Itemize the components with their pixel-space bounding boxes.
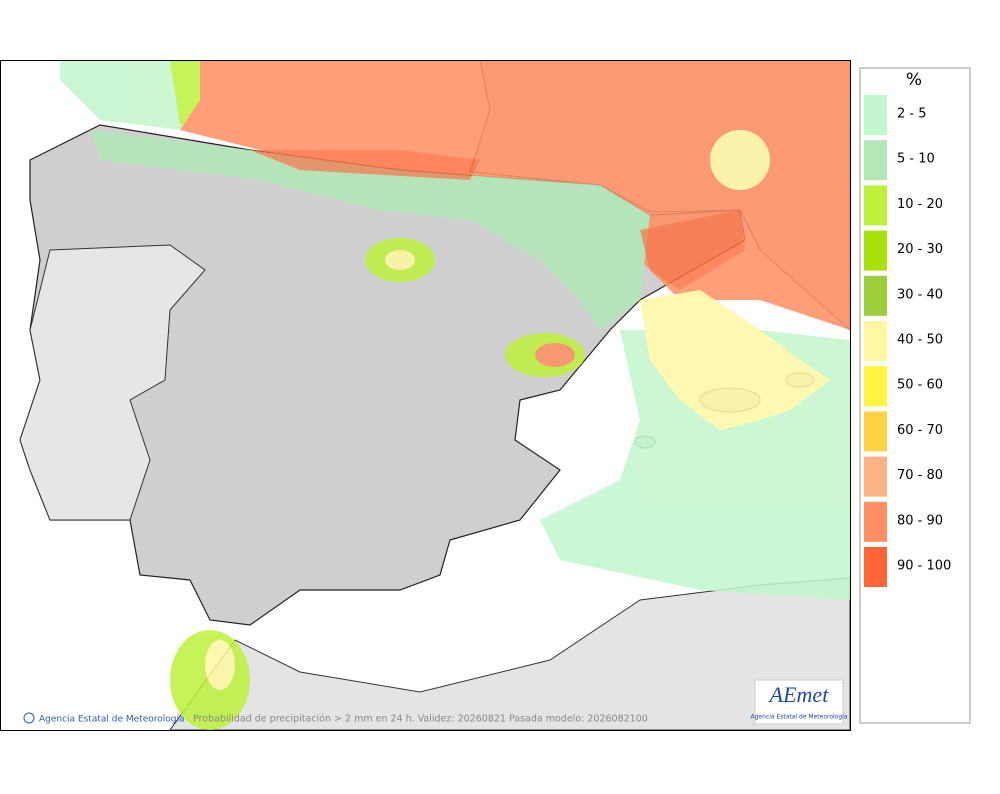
portugal bbox=[19, 244, 206, 521]
legend-label: 30 - 40 bbox=[897, 287, 943, 302]
legend-label: 5 - 10 bbox=[897, 152, 935, 167]
legend-swatch bbox=[864, 230, 887, 271]
legend-swatch bbox=[864, 321, 887, 361]
legend-label: 90 - 100 bbox=[897, 559, 951, 574]
legend-swatch bbox=[864, 411, 887, 452]
legend-swatch bbox=[864, 95, 887, 135]
logo-box bbox=[754, 679, 844, 725]
legend-label: 10 - 20 bbox=[897, 197, 943, 212]
map-frame bbox=[0, 60, 851, 731]
legend-swatch bbox=[864, 185, 887, 226]
legend-title: % bbox=[906, 70, 922, 90]
africa bbox=[169, 577, 850, 730]
legend-label: 80 - 90 bbox=[897, 513, 943, 528]
credit: Agencia Estatal de Meteorología bbox=[39, 715, 185, 725]
logo: AEmet bbox=[768, 682, 830, 707]
precip-overlay bbox=[60, 60, 850, 730]
legend-swatch bbox=[864, 547, 887, 587]
legend-label: 50 - 60 bbox=[897, 378, 943, 393]
legend-label: 20 - 30 bbox=[897, 242, 943, 257]
map bbox=[1, 60, 850, 730]
legend: 2 - 5 5 - 10 10 - 20 20 - 30 30 - 40 40 - 50 5… bbox=[864, 95, 951, 587]
legend-label: 40 - 50 bbox=[897, 333, 943, 348]
legend-swatch bbox=[864, 501, 887, 542]
legend-label: 60 - 70 bbox=[897, 423, 943, 438]
legend-swatch bbox=[864, 366, 887, 407]
legend-swatch bbox=[864, 140, 887, 181]
caption: Probabilidad de precipitación > 2 mm en … bbox=[193, 714, 648, 725]
legend-label: 70 - 80 bbox=[897, 468, 943, 483]
legend-swatch bbox=[864, 456, 887, 497]
logo-subtitle: Agencia Estatal de Meteorología bbox=[751, 714, 848, 721]
legend-label: 2 - 5 bbox=[897, 107, 927, 122]
copyright-icon bbox=[23, 712, 35, 724]
legend-swatch bbox=[864, 275, 887, 316]
